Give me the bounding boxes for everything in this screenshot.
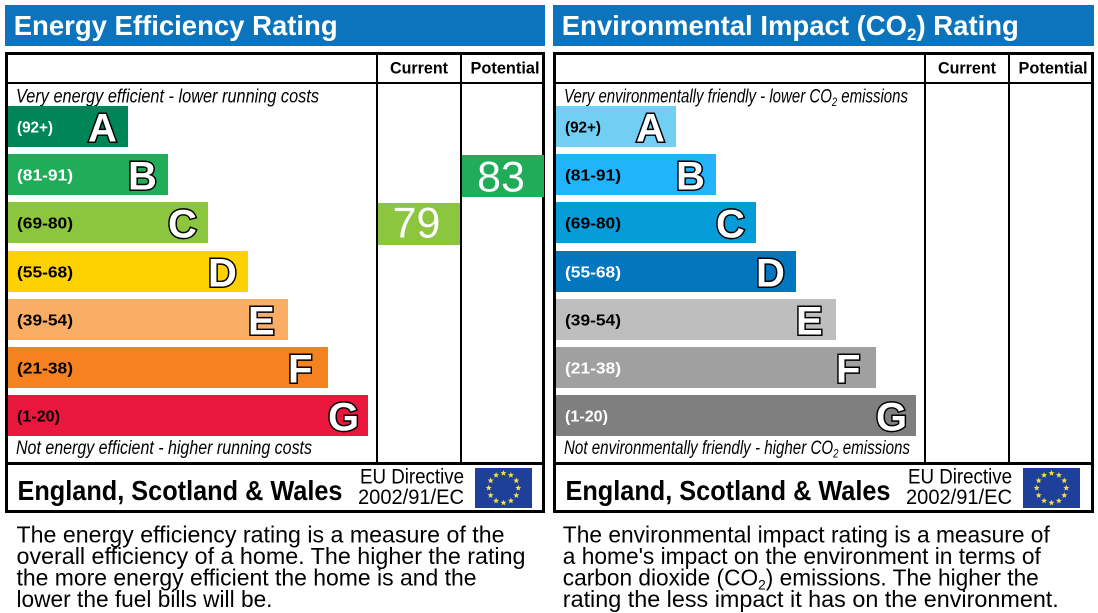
- svg-text:a home's impact on the environ: a home's impact on the environment in te…: [563, 543, 1042, 569]
- svg-text:(21-38): (21-38): [565, 361, 621, 378]
- svg-text:2002/91/EC: 2002/91/EC: [906, 486, 1012, 509]
- svg-text:rating the less impact it has: rating the less impact it has on the env…: [563, 586, 1059, 612]
- svg-text:Not environmentally friendly -: Not environmentally friendly - higher CO…: [564, 438, 910, 461]
- svg-text:England, Scotland & Wales: England, Scotland & Wales: [18, 475, 343, 506]
- svg-text:The energy efficiency rating i: The energy efficiency rating is a measur…: [17, 522, 505, 548]
- svg-text:(1-20): (1-20): [17, 409, 60, 426]
- svg-text:(81-91): (81-91): [565, 168, 621, 185]
- svg-text:Current: Current: [390, 59, 448, 78]
- svg-text:(39-54): (39-54): [565, 313, 621, 330]
- svg-text:(81-91): (81-91): [17, 168, 73, 185]
- svg-text:the more energy efficient the: the more energy efficient the home is an…: [17, 565, 477, 591]
- svg-text:England, Scotland & Wales: England, Scotland & Wales: [566, 475, 891, 506]
- svg-text:(55-68): (55-68): [565, 265, 621, 282]
- svg-text:lower the fuel bills will be.: lower the fuel bills will be.: [17, 586, 273, 612]
- svg-text:2002/91/EC: 2002/91/EC: [358, 486, 464, 509]
- svg-text:Not energy efficient - higher: Not energy efficient - higher running co…: [16, 438, 312, 459]
- svg-text:Potential: Potential: [471, 59, 540, 78]
- svg-text:Environmental Impact (CO2) Rat: Environmental Impact (CO2) Rating: [562, 10, 1019, 44]
- svg-text:(21-38): (21-38): [17, 361, 73, 378]
- svg-text:(69-80): (69-80): [565, 216, 621, 233]
- svg-text:(92+): (92+): [17, 120, 53, 137]
- svg-text:Very energy efficient - lower: Very energy efficient - lower running co…: [16, 86, 319, 107]
- svg-text:Current: Current: [938, 59, 996, 78]
- svg-text:EU Directive: EU Directive: [360, 466, 464, 489]
- svg-text:(92+): (92+): [565, 120, 601, 137]
- svg-text:Potential: Potential: [1019, 59, 1088, 78]
- svg-text:EU Directive: EU Directive: [908, 466, 1012, 489]
- svg-text:(69-80): (69-80): [17, 216, 73, 233]
- svg-text:Very environmentally friendly: Very environmentally friendly - lower CO…: [564, 86, 908, 109]
- svg-text:(1-20): (1-20): [565, 409, 608, 426]
- svg-text:overall efficiency of a home.: overall efficiency of a home. The higher…: [17, 543, 526, 569]
- svg-text:(55-68): (55-68): [17, 265, 73, 282]
- svg-text:Energy Efficiency Rating: Energy Efficiency Rating: [14, 10, 338, 41]
- svg-text:(39-54): (39-54): [17, 313, 73, 330]
- svg-text:The environmental impact ratin: The environmental impact rating is a mea…: [563, 522, 1051, 548]
- svg-text:carbon dioxide (CO2) emissions: carbon dioxide (CO2) emissions. The high…: [563, 565, 1039, 593]
